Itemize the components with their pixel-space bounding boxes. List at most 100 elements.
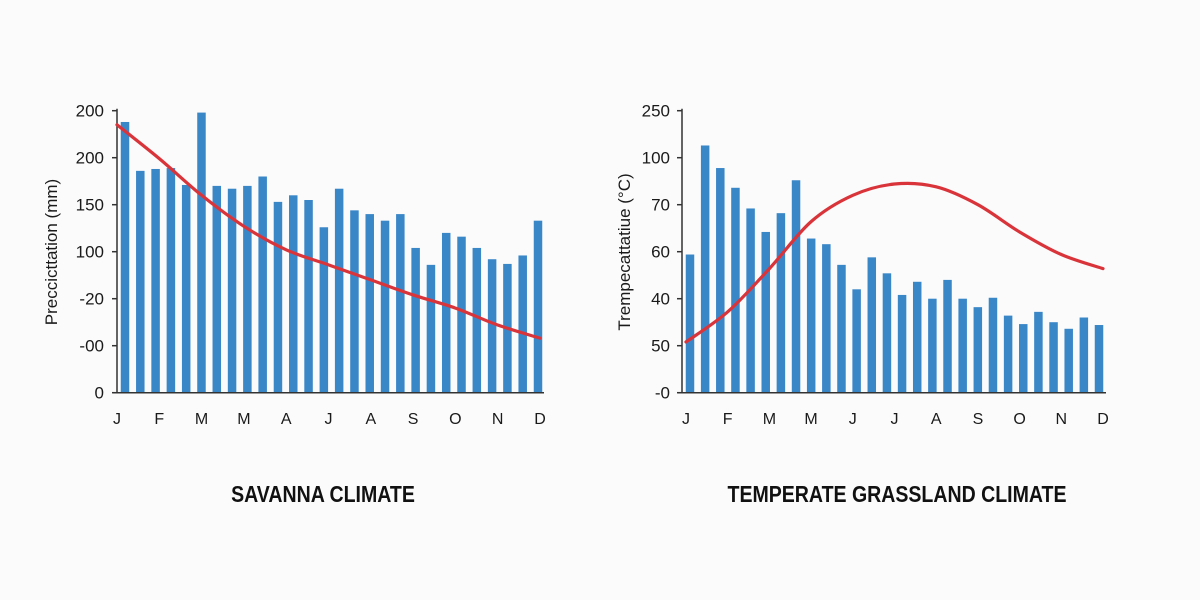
bar xyxy=(350,210,359,393)
x-tick-label: D xyxy=(1097,411,1109,428)
bar xyxy=(852,289,861,393)
bar xyxy=(365,214,374,393)
bar xyxy=(319,227,329,393)
bar xyxy=(806,238,816,393)
bar xyxy=(837,264,846,393)
bar xyxy=(822,244,831,393)
bar xyxy=(136,170,145,393)
x-tick-label: J xyxy=(325,411,333,428)
bar xyxy=(716,168,725,393)
bar xyxy=(1019,324,1028,393)
x-tick-label: N xyxy=(492,411,504,428)
bar xyxy=(928,298,937,393)
x-tick-label: M xyxy=(195,411,208,428)
x-tick-label: J xyxy=(849,411,857,428)
x-tick-label: M xyxy=(804,411,817,428)
x-tick-label: O xyxy=(449,411,461,428)
chart-title: SAVANNA CLIMATE xyxy=(231,482,415,508)
temperate-grassland-chart: Trempecattatiue (°C) TEMPERATE GRASSLAND… xyxy=(615,102,1109,508)
bar xyxy=(227,188,237,393)
bar xyxy=(912,281,922,393)
x-tick-label: D xyxy=(534,411,546,428)
bar xyxy=(731,187,740,393)
bar xyxy=(746,208,755,393)
y-axis-label: Trempecattatiue (°C) xyxy=(615,173,634,330)
bar xyxy=(151,168,160,393)
y-tick-label: 40 xyxy=(651,290,670,309)
bar xyxy=(1094,325,1104,393)
x-tick-label: M xyxy=(763,411,776,428)
y-axis-label: Preccicttation (mm) xyxy=(42,179,61,325)
bar xyxy=(457,236,466,393)
y-tick-label: -00 xyxy=(79,337,104,356)
bar xyxy=(396,214,405,393)
bar xyxy=(943,279,952,393)
bar xyxy=(700,145,710,393)
y-tick-label: -20 xyxy=(79,290,104,309)
bar xyxy=(776,213,786,393)
x-tick-label: A xyxy=(931,411,942,428)
y-tick-label: 250 xyxy=(642,102,670,121)
bar xyxy=(1064,328,1073,393)
bar xyxy=(472,247,482,393)
bar xyxy=(533,220,543,393)
x-tick-label: F xyxy=(154,411,164,428)
savanna-chart: Preccicttation (mm) SAVANNA CLIMATE 0 -00… xyxy=(42,102,546,508)
y-tick-label: 150 xyxy=(76,196,104,215)
y-tick-label: -0 xyxy=(655,384,670,403)
bar xyxy=(304,200,313,393)
y-tick-label: 70 xyxy=(651,196,670,215)
x-tick-label: M xyxy=(237,411,250,428)
bar xyxy=(867,257,877,393)
x-tick-label: S xyxy=(973,411,984,428)
x-tick-label: A xyxy=(365,411,376,428)
y-tick-label: 100 xyxy=(76,243,104,262)
bar xyxy=(518,255,527,393)
x-tick-label: S xyxy=(408,411,419,428)
bar xyxy=(289,195,298,393)
bar xyxy=(897,294,907,393)
trend-line xyxy=(684,181,1105,344)
bar xyxy=(1003,315,1013,393)
y-tick-label: 50 xyxy=(651,337,670,356)
y-tick-label: 0 xyxy=(95,384,104,403)
x-tick-label: F xyxy=(723,411,733,428)
bar xyxy=(243,185,252,393)
x-tick-label: A xyxy=(281,411,292,428)
bar xyxy=(441,232,451,393)
bar xyxy=(181,184,191,393)
y-tick-label: 60 xyxy=(651,243,670,262)
bar xyxy=(273,201,283,393)
bar xyxy=(988,297,998,393)
x-tick-label: N xyxy=(1056,411,1068,428)
bar xyxy=(334,188,344,393)
bar xyxy=(411,247,420,393)
bar xyxy=(882,273,892,393)
x-tick-label: J xyxy=(891,411,899,428)
x-tick-label: J xyxy=(113,411,121,428)
x-tick-label: J xyxy=(682,411,690,428)
bar xyxy=(761,231,770,393)
bar xyxy=(166,168,176,393)
bar xyxy=(258,176,267,393)
x-tick-label: O xyxy=(1013,411,1025,428)
y-tick-label: 100 xyxy=(642,149,670,168)
bar xyxy=(973,307,983,393)
bar xyxy=(380,220,390,393)
bar xyxy=(958,298,967,393)
trend-line xyxy=(115,123,542,340)
bar xyxy=(212,185,222,393)
bar xyxy=(120,121,130,393)
bar xyxy=(1034,311,1043,393)
bar xyxy=(487,259,497,393)
bar xyxy=(426,264,436,393)
chart-title: TEMPERATE GRASSLAND CLIMATE xyxy=(728,482,1067,508)
bar xyxy=(1049,322,1058,393)
bar xyxy=(197,112,206,393)
bar xyxy=(685,254,695,393)
y-tick-label: 200 xyxy=(76,149,104,168)
bar xyxy=(1079,317,1089,393)
bar xyxy=(791,180,801,393)
y-tick-label: 200 xyxy=(76,102,104,121)
